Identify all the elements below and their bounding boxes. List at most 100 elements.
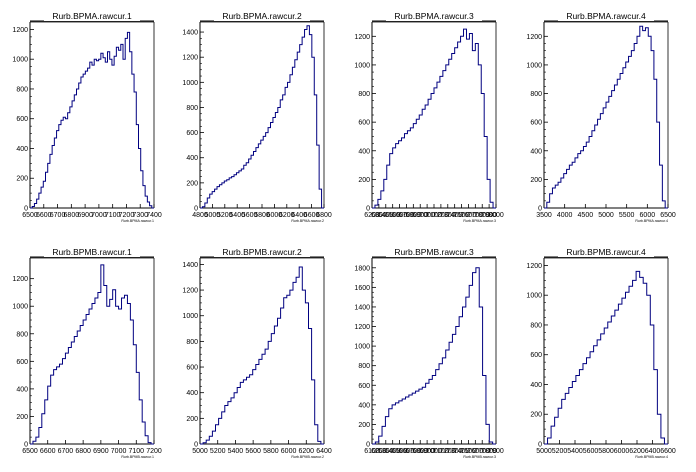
histogram-bin: [595, 125, 598, 208]
y-tick-label: 600: [358, 383, 370, 390]
histogram-bin: [70, 107, 72, 208]
histogram-bin: [37, 199, 39, 208]
y-tick-label: 200: [186, 416, 198, 423]
y-tick-label: 600: [358, 120, 370, 127]
histogram-bin: [636, 271, 640, 444]
histogram-bin: [426, 383, 429, 444]
x-tick-label: 5400: [567, 448, 583, 455]
histogram-bin: [241, 169, 243, 208]
histogram-bin: [36, 437, 39, 444]
histogram-bin: [399, 141, 402, 208]
histogram-series-line: [544, 25, 668, 209]
y-tick-label: 400: [358, 402, 370, 409]
histogram-bin: [472, 51, 475, 208]
y-tick-label: 1000: [182, 313, 198, 320]
y-tick-label: 1400: [354, 304, 370, 311]
histogram-bin: [387, 165, 390, 208]
histogram-bin: [567, 169, 570, 208]
x-tick-label: 7400: [447, 212, 463, 219]
histogram-bin: [113, 290, 116, 444]
histogram-bin: [640, 26, 643, 208]
y-tick-label: 800: [186, 105, 198, 112]
title-backdrop: [214, 246, 310, 257]
x-tick-label: 6400: [385, 448, 401, 455]
y-tick-label: 800: [530, 91, 542, 98]
x-tick-label: 6400: [645, 448, 661, 455]
x-tick-label: 7600: [468, 448, 484, 455]
histogram-bin: [285, 87, 287, 208]
x-tick-label: 6100: [364, 448, 380, 455]
y-tick-label: 600: [186, 365, 198, 372]
histogram-bin: [101, 265, 104, 444]
histogram-bin: [224, 181, 226, 208]
x-tick-label: 7600: [461, 212, 477, 219]
histogram-bin: [299, 267, 302, 444]
histogram-bin: [77, 89, 79, 208]
histogram-bin: [572, 162, 575, 208]
histogram-bin: [278, 318, 281, 444]
histogram-bin: [643, 31, 646, 208]
histogram-panel: Rurb.BPMB.rawcur.1 0 200 400 600 800 1000 1200 6…: [12, 245, 162, 459]
histogram-bin: [65, 119, 67, 208]
histogram-bin: [483, 375, 486, 444]
x-tick-label: 6700: [50, 212, 66, 219]
histogram-bin: [39, 427, 42, 444]
histogram-bin: [452, 53, 455, 208]
histogram-bin: [219, 185, 221, 208]
histogram-bin: [637, 36, 640, 208]
histogram-bin: [273, 118, 275, 208]
x-tick-label: 5600: [583, 448, 599, 455]
histogram-bin: [145, 436, 148, 444]
y-tick-label: 1200: [182, 55, 198, 62]
histogram-bin: [98, 292, 101, 444]
chart-title: Rurb.BPMB.rawcur.3: [394, 247, 474, 257]
x-tick-label: 5400: [228, 448, 244, 455]
histogram-bin: [127, 32, 129, 208]
histogram-bin: [77, 331, 80, 444]
histogram-bin: [409, 395, 412, 444]
histogram-bin: [112, 65, 114, 208]
histogram-bin: [633, 280, 637, 444]
histogram-bin: [416, 119, 419, 208]
histogram-bin: [622, 298, 626, 444]
histogram-bin: [59, 125, 61, 208]
y-tick-label: 0: [194, 206, 198, 213]
y-tick-label: 400: [16, 146, 28, 153]
x-tick-label: 8000: [488, 212, 504, 219]
histogram-bin: [305, 303, 308, 444]
histogram-bin: [136, 125, 138, 208]
histogram-bin: [390, 154, 393, 208]
x-tick-label: 4800: [192, 212, 208, 219]
histogram-bin: [88, 68, 90, 208]
histogram-bin: [640, 277, 644, 444]
x-tick-label: 7700: [474, 448, 490, 455]
histogram-bin: [48, 163, 50, 208]
title-backdrop: [44, 10, 140, 21]
histogram-bin: [116, 47, 118, 208]
histogram-bin: [228, 402, 231, 444]
histogram-bin: [615, 310, 619, 444]
title-backdrop: [386, 246, 482, 257]
histogram-bin: [246, 163, 248, 208]
histogram-bin: [469, 285, 472, 444]
histogram-bin: [244, 165, 246, 208]
histogram-bin: [458, 42, 461, 208]
histogram-bin: [54, 138, 56, 208]
histogram-bin: [141, 171, 143, 208]
x-tick-label: 7900: [488, 448, 504, 455]
histogram-bin: [314, 95, 316, 208]
histogram-bin: [315, 425, 318, 444]
histogram-bin: [396, 144, 399, 208]
title-backdrop: [44, 246, 140, 257]
histogram-bin: [452, 334, 455, 444]
histogram-series-line: [200, 25, 324, 209]
histogram-bin: [490, 202, 493, 208]
histogram-bin: [578, 154, 581, 208]
y-tick-label: 1400: [182, 30, 198, 37]
histogram-bin: [434, 88, 437, 208]
histogram-bin: [46, 172, 48, 208]
x-tick-label: 6800: [316, 212, 332, 219]
histogram-bin: [442, 358, 445, 444]
histogram-panel: Rurb.BPMA.rawcur.1 0 200 400 600 800 1000 1200 6…: [12, 9, 162, 223]
histogram-bin: [222, 412, 225, 444]
